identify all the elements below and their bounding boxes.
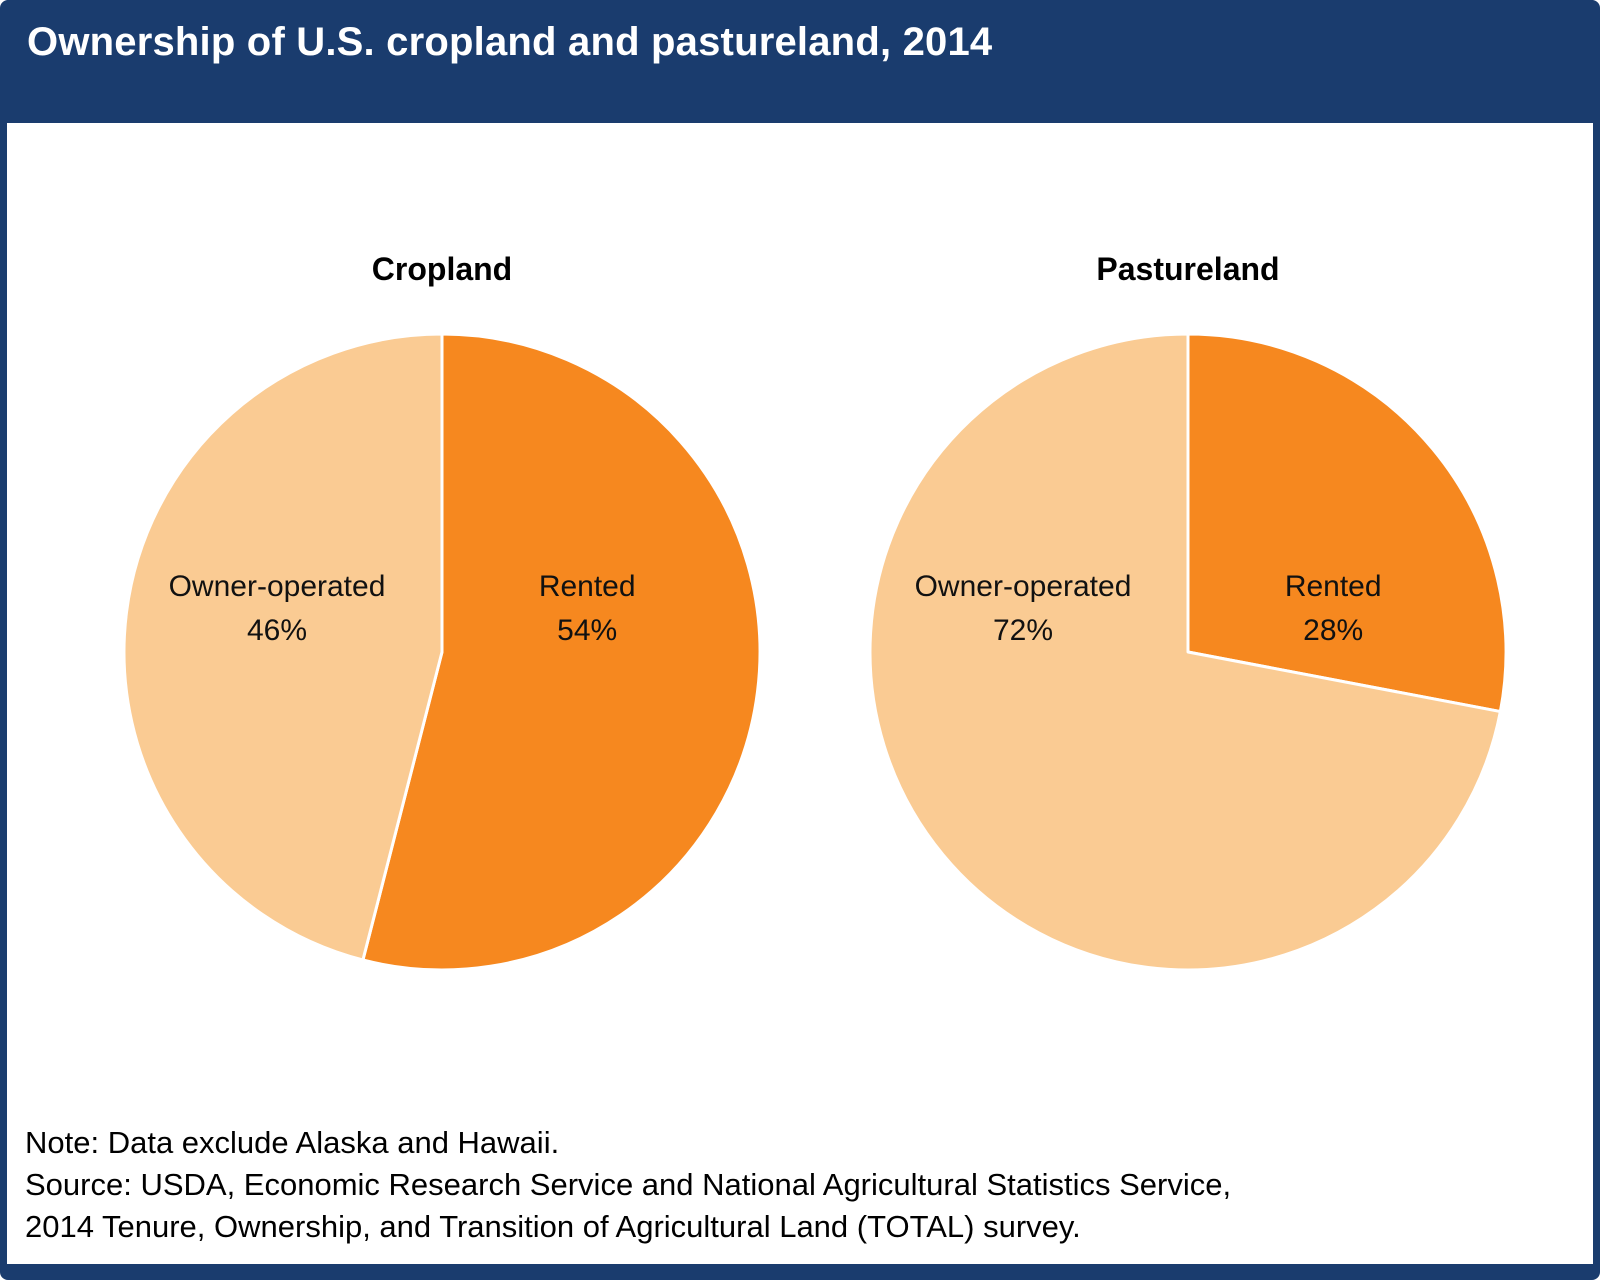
chart-title: Ownership of U.S. cropland and pasturela…: [27, 20, 993, 64]
chart-notes: Note: Data exclude Alaska and Hawaii. So…: [7, 1122, 1593, 1264]
pie-wrap-pastureland: Owner-operated 72% Rented 28%: [858, 322, 1518, 982]
pie-block-pastureland: Pastureland Owner-operated 72% Rented 28…: [858, 251, 1518, 982]
chart-header: Ownership of U.S. cropland and pasturela…: [7, 0, 1593, 123]
charts-area: Cropland Owner-operated 46% Rented 54% P…: [7, 123, 1593, 1122]
pie-wrap-cropland: Owner-operated 46% Rented 54%: [112, 322, 772, 982]
note-line: Note: Data exclude Alaska and Hawaii.: [25, 1125, 560, 1160]
pie-chart-cropland: [122, 332, 762, 972]
source-line: Source: USDA, Economic Research Service …: [25, 1167, 1232, 1202]
chart-body: Cropland Owner-operated 46% Rented 54% P…: [7, 123, 1593, 1264]
pie-title-pastureland: Pastureland: [1096, 251, 1280, 287]
pie-chart-pastureland: [868, 332, 1508, 972]
pie-block-cropland: Cropland Owner-operated 46% Rented 54%: [112, 251, 772, 982]
source-line: 2014 Tenure, Ownership, and Transition o…: [25, 1209, 1081, 1244]
pie-title-cropland: Cropland: [371, 251, 513, 287]
